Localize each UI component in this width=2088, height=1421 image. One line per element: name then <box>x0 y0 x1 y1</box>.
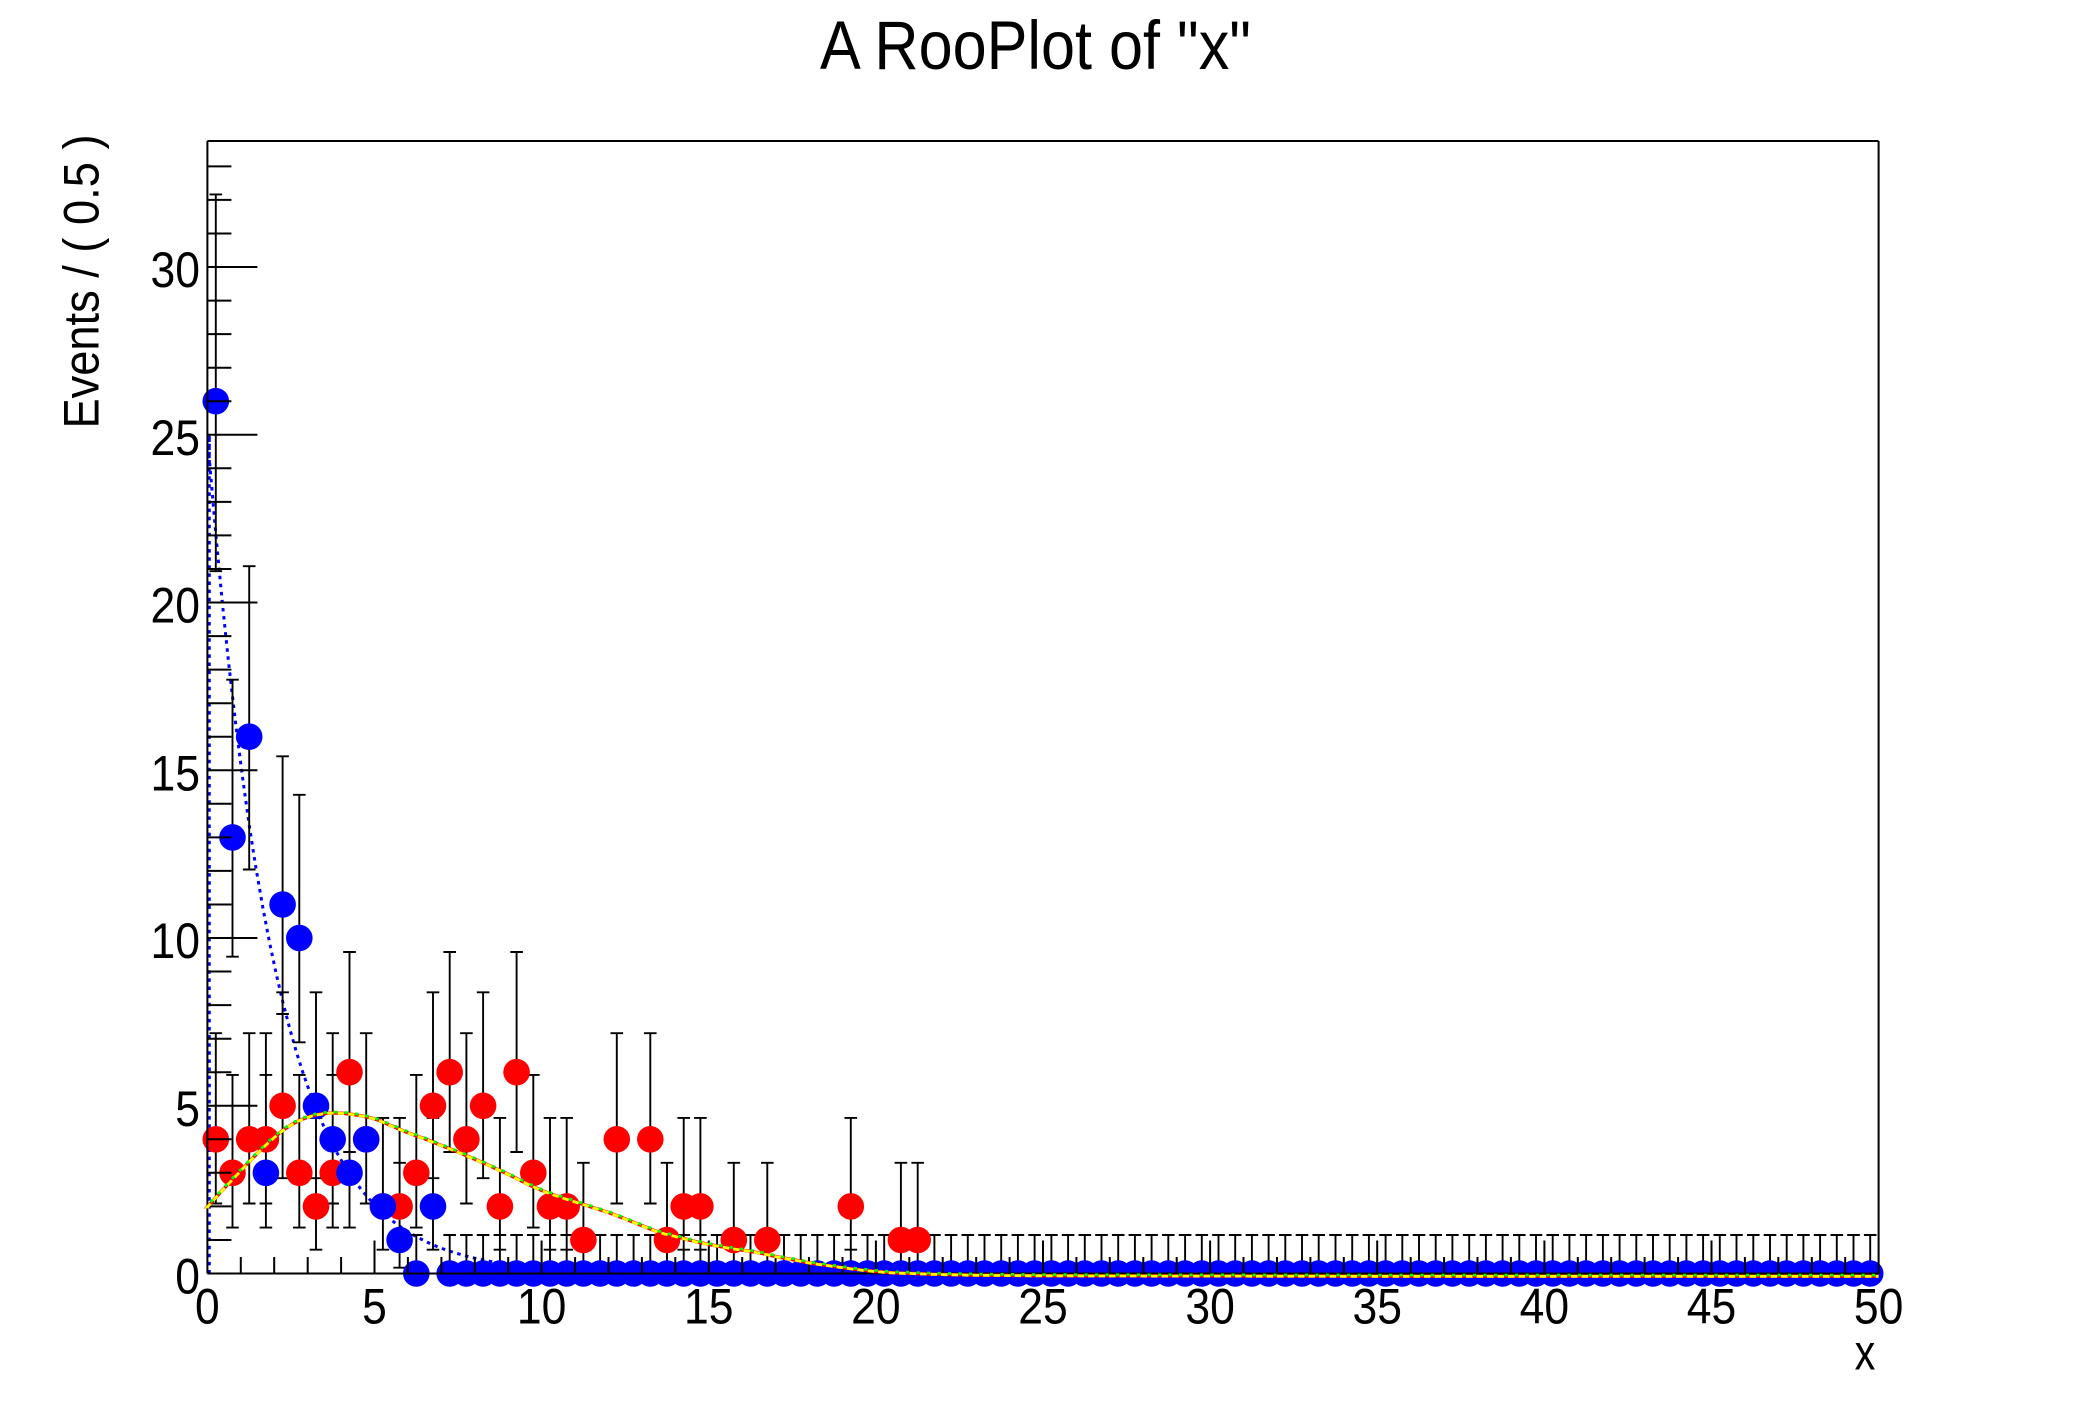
svg-text:10: 10 <box>151 913 201 969</box>
svg-text:35: 35 <box>1352 1279 1402 1335</box>
svg-text:Events / ( 0.5 ): Events / ( 0.5 ) <box>54 135 110 429</box>
svg-text:50: 50 <box>1854 1279 1904 1335</box>
svg-text:25: 25 <box>151 410 201 466</box>
svg-text:0: 0 <box>175 1249 200 1305</box>
svg-text:A RooPlot of "x": A RooPlot of "x" <box>820 7 1251 84</box>
svg-text:25: 25 <box>1018 1279 1068 1335</box>
svg-text:10: 10 <box>517 1279 567 1335</box>
svg-text:x: x <box>1855 1325 1876 1381</box>
svg-text:5: 5 <box>362 1279 387 1335</box>
svg-text:0: 0 <box>195 1279 220 1335</box>
svg-text:15: 15 <box>684 1279 734 1335</box>
svg-text:45: 45 <box>1687 1279 1737 1335</box>
svg-text:40: 40 <box>1520 1279 1570 1335</box>
svg-text:30: 30 <box>151 242 201 298</box>
svg-text:20: 20 <box>151 578 201 634</box>
svg-text:5: 5 <box>175 1081 200 1137</box>
svg-text:15: 15 <box>151 745 201 801</box>
svg-text:30: 30 <box>1185 1279 1235 1335</box>
svg-text:20: 20 <box>851 1279 901 1335</box>
